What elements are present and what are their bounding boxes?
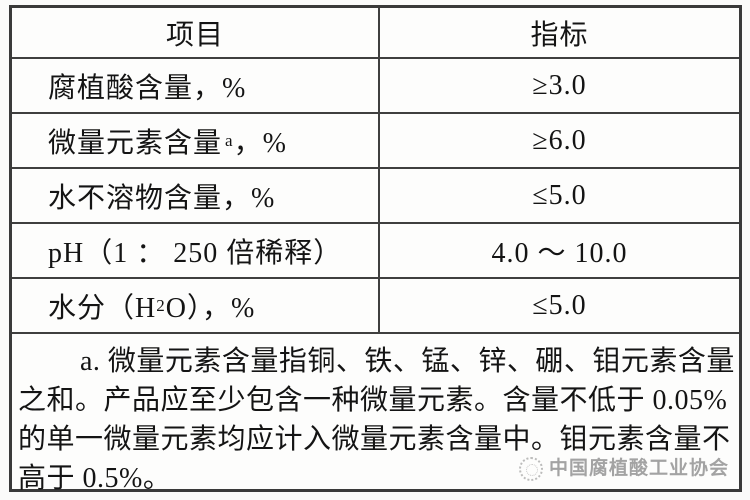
moisture-label: 水分（H: [48, 292, 157, 324]
association-logo-icon: [518, 456, 543, 481]
header-spec: 指标: [378, 8, 739, 57]
footnote-line: 的单一微量元素均应计入微量元素含量中。钼元素含量不: [18, 424, 731, 455]
table-row: 微量元素含量 a，% ≥6.0: [12, 112, 739, 167]
trace-elements-label: 微量元素含量: [48, 127, 223, 159]
table-row: 腐植酸含量，% ≥3.0: [12, 57, 739, 112]
moisture-unit: O），%: [165, 292, 256, 324]
trace-elements-unit: ，%: [233, 127, 287, 159]
row-spec-ph: 4.0 ～ 10.0: [378, 224, 739, 277]
header-item: 项目: [165, 19, 224, 51]
row-spec-moisture: ≤5.0: [378, 279, 739, 332]
table-row: 水分（H 2 O），% ≤5.0: [12, 277, 739, 332]
footnote-line: a. 微量元素含量指铜、铁、锰、锌、硼、钼元素含量: [80, 346, 735, 377]
table-footnote: a. 微量元素含量指铜、铁、锰、锌、硼、钼元素含量 之和。产品应至少包含一种微量…: [12, 332, 739, 500]
spec-table: 项目 指标 腐植酸含量，% ≥3.0 微量元素含量 a，% ≥6.0 水不溶物含量…: [9, 5, 742, 494]
row-spec-trace-elements: ≥6.0: [378, 114, 739, 167]
row-item-humic-acid: 腐植酸含量，%: [48, 72, 247, 104]
footnote-line: 高于 0.5%。: [18, 463, 172, 494]
table-row: pH（1 ： 250 倍稀释） 4.0 ～ 10.0: [12, 222, 739, 277]
table-header-row: 项目 指标: [12, 8, 739, 57]
row-item-water-insoluble: 水不溶物含量，%: [48, 182, 276, 214]
watermark-text: 中国腐植酸工业协会: [548, 458, 729, 479]
row-spec-water-insoluble: ≤5.0: [378, 169, 739, 222]
row-item-moisture: 水分（H 2 O），%: [12, 279, 378, 332]
footnote-line: 之和。产品应至少包含一种微量元素。含量不低于 0.05%: [18, 385, 728, 416]
row-item-trace-elements: 微量元素含量 a，%: [12, 114, 378, 167]
row-item-ph: pH（1 ： 250 倍稀释）: [48, 237, 343, 269]
watermark: 中国腐植酸工业协会: [518, 449, 729, 488]
row-spec-humic-acid: ≥3.0: [378, 59, 739, 112]
table-row: 水不溶物含量，% ≤5.0: [12, 167, 739, 222]
